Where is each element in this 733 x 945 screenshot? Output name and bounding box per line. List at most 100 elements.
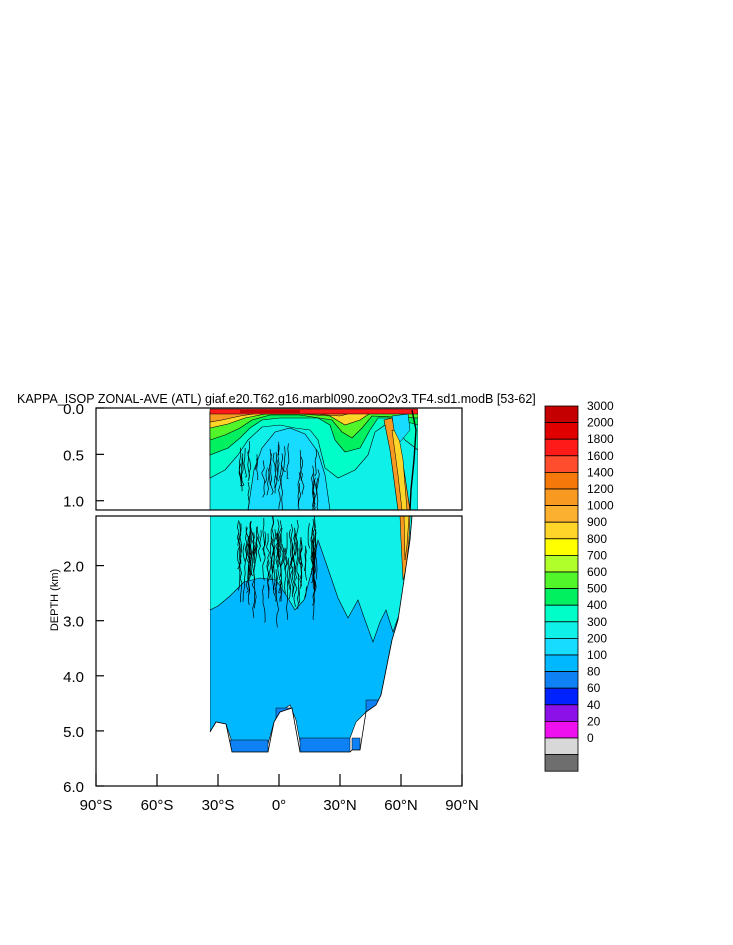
noise-contour: [297, 472, 301, 507]
x-tick-label: 30°S: [202, 797, 235, 814]
noise-contour: [244, 526, 248, 563]
noise-contour: [314, 449, 317, 477]
noise-contour: [316, 478, 319, 510]
colorbar-swatch: [544, 405, 579, 424]
noise-contour: [261, 460, 265, 498]
noise-contour: [236, 532, 241, 570]
colorbar-label: 0: [587, 731, 594, 745]
colorbar-label: 500: [587, 582, 607, 596]
colorbar-label: 300: [587, 615, 607, 629]
colorbar-swatch: [544, 721, 579, 739]
colorbar-swatch: [544, 438, 579, 457]
upper-land-mask: [418, 408, 462, 510]
lower-land-mask: [96, 516, 462, 786]
noise-contour: [252, 532, 256, 564]
noise-contour: [246, 536, 251, 595]
noise-contour: [293, 578, 298, 608]
x-tick-label: 30°N: [323, 797, 357, 814]
colorbar: 3000200018001600140012001000900800700600…: [544, 399, 614, 772]
noise-contour: [304, 586, 307, 598]
chart-title: KAPPA_ISOP ZONAL-AVE (ATL) giaf.e20.T62.…: [17, 392, 536, 406]
noise-contour: [276, 533, 279, 558]
noise-contour: [274, 475, 276, 489]
noise-contour: [276, 466, 279, 482]
noise-contour: [298, 585, 300, 604]
upper-field-northern-bluepatch: [391, 413, 411, 443]
noise-contour: [247, 482, 250, 510]
noise-contour: [304, 547, 307, 581]
colorbar-label: 100: [587, 648, 607, 662]
colorbar-label: 40: [587, 698, 601, 712]
x-tick-label: 60°S: [141, 797, 174, 814]
y-tick-label: 4.0: [63, 669, 84, 686]
noise-contour: [280, 464, 283, 510]
lower-panel: 2.03.04.05.06.0 90°S 60°S 30°S 0° 30°N 60°N 90…: [63, 515, 479, 814]
colorbar-swatch: [544, 588, 579, 606]
y-tick-label: 5.0: [63, 724, 84, 741]
colorbar-label: 1600: [587, 449, 614, 463]
colorbar-label: 60: [587, 681, 601, 695]
noise-contour: [280, 453, 284, 478]
noise-contour: [266, 560, 270, 595]
noise-contour: [299, 450, 302, 474]
noise-contour: [310, 527, 314, 570]
colorbar-label: 80: [587, 665, 601, 679]
colorbar-swatch: [544, 638, 579, 656]
colorbar-swatch: [544, 422, 579, 440]
colorbar-label: 400: [587, 598, 607, 612]
upper-panel-field: [209, 408, 462, 510]
colorbar-label: 1000: [587, 499, 614, 513]
y-tick-label: 6.0: [63, 779, 84, 796]
y-tick-label: 2.0: [63, 559, 84, 576]
noise-contour: [276, 532, 280, 559]
x-tick-label: 90°S: [80, 797, 113, 814]
noise-contour: [278, 475, 282, 509]
colorbar-label: 3000: [587, 399, 614, 413]
noise-contour: [275, 532, 279, 554]
noise-contour: [275, 548, 279, 628]
colorbar-label: 1400: [587, 465, 614, 479]
noise-contour: [243, 447, 247, 478]
y-axis-label: DEPTH (km): [49, 569, 61, 631]
colorbar-swatch: [544, 621, 579, 639]
noise-contour: [290, 558, 294, 598]
colorbar-swatch: [544, 538, 579, 556]
noise-contour: [245, 527, 250, 593]
noise-contour: [274, 569, 278, 596]
noise-contour: [297, 483, 302, 510]
y-tick-label: 1.0: [63, 494, 84, 511]
noise-contour: [312, 473, 316, 510]
noise-contour: [286, 443, 290, 479]
upper-noise-contours: [238, 440, 320, 510]
noise-contour: [276, 459, 278, 471]
noise-contour: [284, 555, 288, 568]
noise-contour: [238, 463, 243, 492]
upper-panel-frame: [95, 407, 463, 511]
lower-field-200-300-east: [299, 737, 351, 753]
noise-contour: [295, 519, 299, 580]
colorbar-label: 600: [587, 565, 607, 579]
noise-contour: [242, 543, 246, 602]
x-tick-label: 0°: [272, 797, 286, 814]
noise-contour: [284, 547, 288, 595]
colorbar-swatch: [544, 654, 579, 673]
colorbar-swatch: [544, 604, 579, 623]
noise-contour: [256, 454, 259, 481]
noise-contour: [283, 446, 286, 473]
noise-contour: [292, 527, 296, 581]
colorbar-label: 800: [587, 532, 607, 546]
upper-coast-edge: [409, 409, 417, 510]
lower-field-northern-current-2: [403, 516, 410, 561]
colorbar-swatch: [544, 571, 579, 590]
colorbar-swatch: [544, 754, 579, 772]
upper-panel: 0.0 0.5 1.0: [63, 401, 463, 511]
noise-contour: [264, 469, 267, 484]
noise-contour: [291, 543, 294, 562]
noise-contour: [286, 580, 289, 620]
colorbar-swatch: [544, 505, 579, 523]
noise-contour: [307, 523, 311, 549]
noise-contour: [299, 541, 303, 580]
noise-contour: [276, 441, 280, 475]
colorbar-swatch: [544, 455, 579, 473]
noise-contour: [288, 529, 292, 600]
